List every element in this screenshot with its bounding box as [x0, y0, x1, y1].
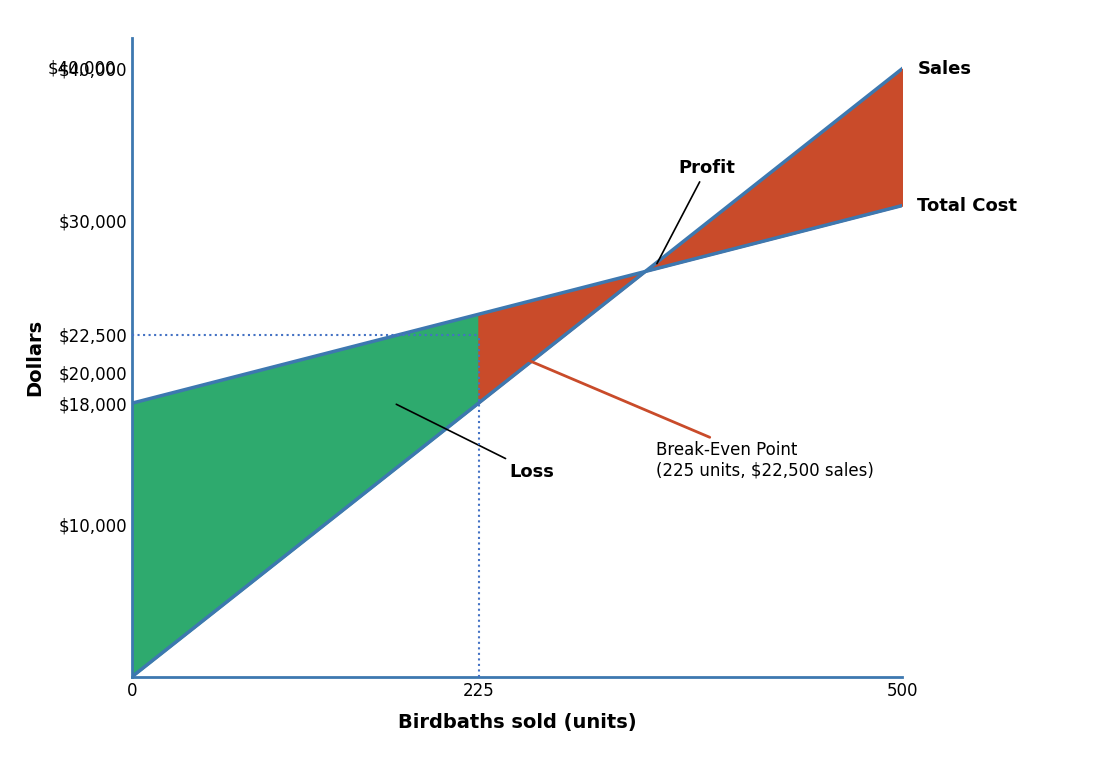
Text: Loss: Loss [396, 404, 554, 481]
Text: $40,000: $40,000 [48, 60, 117, 78]
Text: Profit: Profit [657, 158, 736, 264]
Y-axis label: Dollars: Dollars [25, 319, 44, 396]
Text: Total Cost: Total Cost [917, 197, 1018, 215]
Text: Sales: Sales [917, 60, 971, 78]
X-axis label: Birdbaths sold (units): Birdbaths sold (units) [398, 714, 636, 732]
Text: Break-Even Point
(225 units, $22,500 sales): Break-Even Point (225 units, $22,500 sal… [492, 344, 873, 480]
